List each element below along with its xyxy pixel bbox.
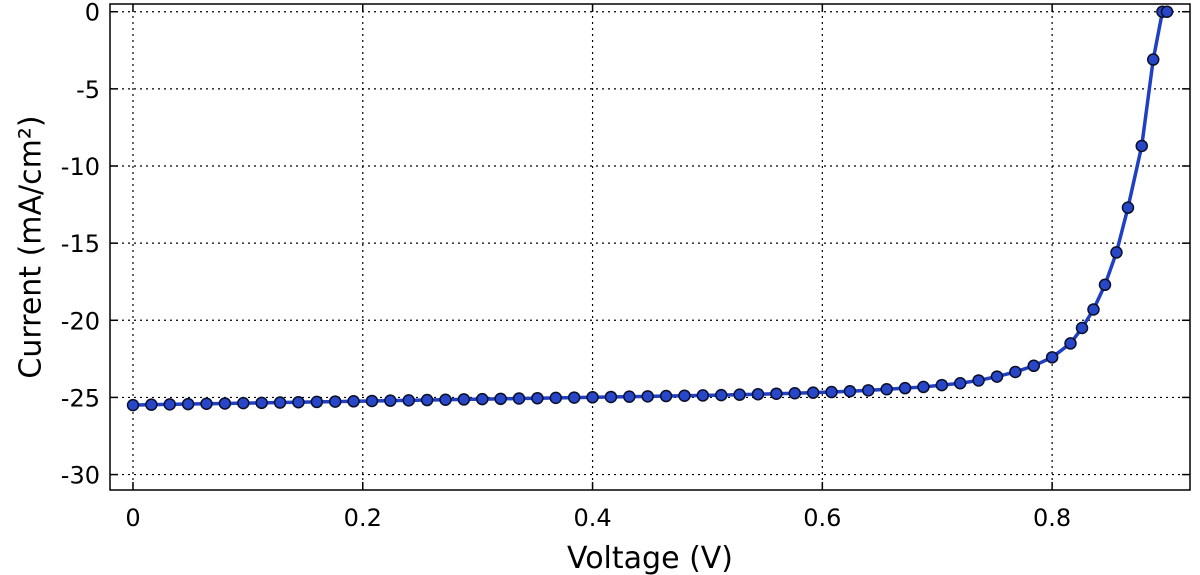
- data-point: [218, 397, 232, 410]
- data-point: [641, 390, 654, 403]
- data-point: [292, 395, 305, 409]
- data-point: [733, 388, 746, 401]
- data-point: [402, 394, 415, 407]
- y-tick-labels: 0 -5 -10 -15 -20 -25 -30: [61, 0, 100, 490]
- data-point: [623, 390, 636, 403]
- y-tick-label: -20: [61, 307, 100, 335]
- data-point: [880, 383, 893, 396]
- data-point: [200, 397, 213, 411]
- x-tick-label: 0.4: [573, 504, 611, 532]
- x-axis-title: Voltage (V): [567, 541, 733, 575]
- data-point: [806, 386, 820, 399]
- data-point: [494, 392, 507, 406]
- data-point: [604, 390, 618, 404]
- data-point: [126, 398, 140, 412]
- data-point: [935, 378, 949, 392]
- data-point: [696, 389, 710, 402]
- data-point: [365, 394, 379, 408]
- y-tick-label: -30: [61, 462, 100, 490]
- plot-frame: [109, 3, 1191, 491]
- data-point: [953, 376, 967, 390]
- y-tick-label: -10: [61, 153, 100, 181]
- data-point: [255, 396, 268, 410]
- data-point: [788, 387, 802, 400]
- data-point: [237, 396, 250, 410]
- y-axis-title: Current (mA/cm²): [14, 115, 49, 378]
- data-point: [714, 388, 728, 402]
- y-tick-label: -15: [61, 230, 100, 258]
- x-tick-label: 0.2: [344, 504, 382, 532]
- x-tick-label: 0.8: [1033, 504, 1071, 532]
- grid-lines: [110, 4, 1190, 490]
- data-point: [972, 374, 985, 387]
- data-point: [917, 380, 930, 394]
- series-layer: [126, 5, 1174, 412]
- data-point: [898, 381, 912, 395]
- data-point: [1135, 139, 1148, 153]
- data-point: [310, 395, 324, 409]
- data-point: [1098, 278, 1112, 292]
- y-tick-label: -25: [61, 384, 100, 412]
- data-point: [273, 396, 287, 409]
- data-point: [659, 389, 673, 403]
- data-point: [1146, 53, 1160, 66]
- data-point: [476, 392, 489, 406]
- data-point: [1075, 321, 1089, 335]
- data-point: [1121, 201, 1135, 214]
- data-point: [567, 391, 581, 404]
- data-point: [1160, 5, 1174, 18]
- data-point: [549, 391, 563, 405]
- axis-ticks: [110, 4, 1190, 490]
- data-point: [512, 392, 526, 405]
- data-point: [1110, 246, 1123, 259]
- data-point: [586, 391, 599, 404]
- data-point: [678, 389, 691, 402]
- data-point: [862, 384, 875, 397]
- data-point: [843, 385, 857, 398]
- data-point: [1045, 351, 1059, 364]
- data-point: [384, 394, 397, 407]
- data-point: [181, 397, 195, 411]
- data-point: [163, 398, 176, 411]
- data-point: [328, 395, 342, 408]
- data-point: [825, 385, 838, 399]
- data-point: [751, 387, 765, 401]
- x-tick-labels: 0 0.2 0.4 0.6 0.8: [125, 504, 1071, 532]
- data-point: [1009, 365, 1022, 379]
- x-tick-label: 0.6: [803, 504, 841, 532]
- data-point: [439, 393, 452, 406]
- data-point: [531, 391, 544, 405]
- data-point: [1027, 359, 1040, 373]
- data-point: [145, 398, 158, 411]
- x-tick-label: 0: [125, 504, 140, 532]
- y-tick-label: -5: [76, 76, 100, 104]
- data-point: [457, 393, 471, 406]
- data-point: [770, 387, 783, 400]
- series-line: [132, 9, 1168, 407]
- data-point: [990, 370, 1004, 383]
- y-tick-label: 0: [85, 0, 100, 27]
- data-point: [1087, 303, 1100, 316]
- data-point: [347, 395, 360, 408]
- data-point: [1064, 337, 1077, 350]
- data-point: [420, 393, 434, 407]
